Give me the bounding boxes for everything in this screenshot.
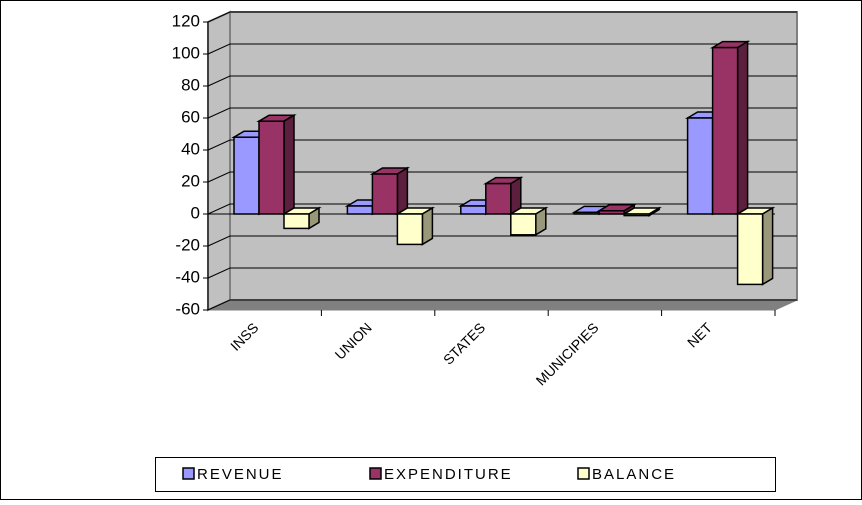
legend-label: EXPENDITURE — [384, 466, 513, 483]
bar-front — [736, 213, 764, 286]
y-tick-label: -60 — [175, 299, 200, 318]
bar — [734, 206, 776, 286]
grid-line — [207, 235, 797, 247]
bar-side — [761, 206, 774, 286]
floor — [207, 299, 798, 311]
bar-front — [573, 211, 600, 215]
y-tick-label: -20 — [175, 235, 200, 254]
legend-swatch — [369, 467, 382, 480]
bar-front — [686, 117, 714, 215]
grid-line — [207, 267, 797, 279]
bar-front — [460, 205, 487, 215]
legend-box — [155, 457, 776, 492]
grid-line — [207, 43, 797, 55]
legend-swatch — [182, 467, 195, 480]
bar — [281, 206, 322, 230]
side-wall — [207, 10, 231, 312]
grid-line — [207, 171, 797, 183]
bar — [256, 113, 297, 216]
bar-front — [371, 173, 399, 215]
bar-front — [485, 182, 512, 215]
grid-line — [207, 203, 797, 215]
grid-line — [207, 11, 797, 23]
grid-line — [207, 107, 797, 119]
bar — [483, 176, 524, 216]
grid-line — [207, 75, 797, 87]
legend-label: BALANCE — [592, 466, 676, 483]
bar-side — [396, 166, 409, 216]
bar — [394, 206, 436, 246]
bar-front — [233, 136, 260, 215]
bar-front — [258, 120, 285, 215]
bar — [508, 206, 549, 237]
y-tick-label: 40 — [181, 139, 200, 158]
y-tick-label: 20 — [181, 171, 200, 190]
legend-label: REVENUE — [197, 466, 284, 483]
bar-side — [283, 113, 295, 216]
bar-side — [736, 40, 749, 216]
grid-line — [207, 139, 797, 151]
bar-front — [510, 213, 537, 236]
bar-side — [421, 206, 434, 246]
bar-front — [346, 205, 374, 215]
bar-front — [283, 213, 310, 230]
bar — [709, 40, 751, 216]
legend-swatch — [577, 467, 590, 480]
bar — [369, 166, 411, 216]
bar-front — [396, 213, 424, 246]
y-tick-label: 80 — [181, 75, 200, 94]
bar-front — [598, 210, 625, 215]
bar — [621, 206, 662, 217]
y-tick-label: 100 — [172, 43, 200, 62]
bar-front — [623, 213, 650, 217]
y-tick-label: 120 — [172, 11, 200, 30]
y-tick-label: 0 — [191, 203, 200, 222]
grid-line — [207, 299, 797, 311]
y-tick-label: -40 — [175, 267, 200, 286]
y-tick-label: 60 — [181, 107, 200, 126]
bar-front — [711, 46, 739, 215]
